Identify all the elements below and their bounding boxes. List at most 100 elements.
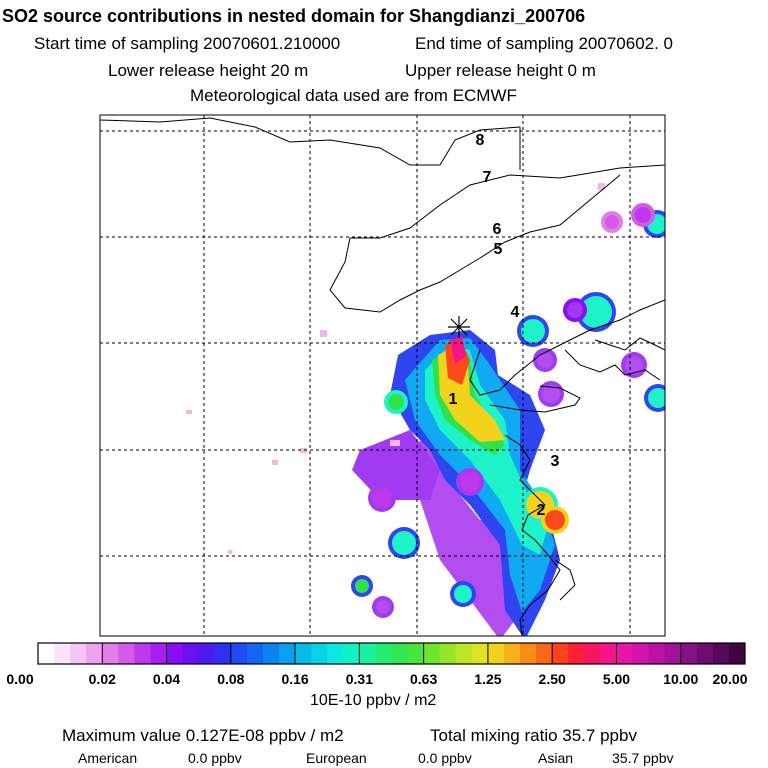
region-number-2: 2 [537, 502, 546, 519]
colorbar-tick-label-1: 0.02 [89, 671, 116, 687]
coastline-0 [100, 117, 521, 166]
spot-9-core [388, 394, 404, 410]
receptor-star-ray-3 [450, 318, 468, 336]
faint-spot-5 [228, 550, 232, 554]
colorbar-tick-label-4: 0.16 [281, 671, 308, 687]
faint-spot-3 [272, 460, 278, 465]
faint-spot-2 [186, 410, 192, 414]
spot-11-core [537, 352, 553, 368]
colorbar-swatch-3 [86, 643, 103, 664]
colorbar-swatch-38 [648, 643, 666, 664]
spot-0-core [580, 296, 612, 328]
colorbar-swatch-42 [712, 643, 730, 664]
colorbar-swatch-23 [407, 643, 425, 664]
colorbar-swatch-14 [262, 643, 280, 664]
colorbar-tick-label-5: 0.31 [346, 671, 373, 687]
colorbar-tick-label-2: 0.04 [153, 671, 180, 687]
plume-west [352, 430, 440, 500]
colorbar-swatch-8 [166, 643, 184, 664]
colorbar-swatch-17 [311, 643, 328, 664]
colorbar-tick-label-8: 2.50 [539, 671, 566, 687]
colorbar-tick-label-9: 5.00 [603, 671, 630, 687]
colorbar-swatch-36 [616, 643, 634, 664]
faint-spot-4 [300, 448, 307, 453]
colorbar-swatch-26 [455, 643, 473, 664]
colorbar-swatch-16 [295, 643, 312, 664]
colorbar-swatch-31 [536, 643, 553, 664]
spot-15-core [605, 215, 619, 229]
colorbar-tick-label-3: 0.08 [217, 671, 244, 687]
region-number-4: 4 [511, 304, 520, 321]
colorbar-swatch-20 [359, 643, 376, 664]
colorbar-tick-label-11: 20.00 [712, 671, 747, 687]
chart-title: SO2 source contributions in nested domai… [2, 6, 586, 26]
colorbar-swatch-39 [664, 643, 682, 664]
colorbar-swatch-1 [54, 643, 71, 664]
colorbar-swatch-25 [439, 643, 457, 664]
colorbar-tick-label-7: 1.25 [474, 671, 501, 687]
plume-outer [410, 430, 530, 636]
coastline-1 [329, 164, 665, 313]
colorbar-swatch-32 [552, 643, 569, 664]
region-number-1: 1 [449, 391, 458, 408]
faint-spot-6 [390, 440, 400, 446]
spot-14-core [376, 600, 390, 614]
colorbar-swatch-35 [600, 643, 617, 664]
colorbar-swatch-0 [38, 643, 55, 664]
spot-10-core [542, 385, 560, 403]
coastline-7 [594, 337, 665, 351]
maximum-value-label: Maximum value 0.127E-08 ppbv / m2 [62, 726, 344, 745]
spot-18-core [460, 472, 480, 492]
colorbar-swatch-33 [568, 643, 585, 664]
colorbar-swatch-41 [696, 643, 714, 664]
spot-7-core [355, 579, 369, 593]
region-number-5: 5 [494, 241, 503, 258]
colorbar-swatch-43 [728, 643, 746, 664]
region-number-3: 3 [551, 453, 560, 470]
spot-3-core [648, 388, 665, 408]
spot-4-core [392, 531, 416, 555]
colorbar-swatch-12 [230, 643, 248, 664]
upper-release-label: Upper release height 0 m [405, 61, 596, 80]
colorbar-swatch-27 [471, 643, 489, 664]
region-american-value: 0.0 ppbv [188, 750, 242, 766]
faint-spot-1 [598, 183, 605, 190]
colorbar-swatch-7 [150, 643, 168, 664]
region-american-label: American [78, 750, 138, 766]
colorbar-swatch-13 [246, 643, 264, 664]
colorbar-swatch-11 [214, 643, 232, 664]
spot-17-core [372, 488, 392, 508]
spot-6-core [545, 510, 565, 530]
colorbar-tick-label-10: 10.00 [663, 671, 698, 687]
colorbar-swatch-9 [182, 643, 200, 664]
colorbar-swatch-19 [343, 643, 360, 664]
colorbar-swatch-21 [375, 643, 392, 664]
coastline-5 [504, 434, 561, 636]
lower-release-label: Lower release height 20 m [108, 61, 309, 80]
colorbar-swatch-30 [520, 643, 537, 664]
faint-spot-0 [320, 330, 327, 337]
met-data-label: Meteorological data used are from ECMWF [190, 86, 517, 105]
region-number-8: 8 [476, 132, 485, 149]
plot-frame [99, 114, 666, 637]
colorbar-swatch-4 [102, 643, 119, 664]
colorbar-swatch-29 [503, 643, 521, 664]
region-european-value: 0.0 ppbv [418, 750, 472, 766]
colorbar-swatch-18 [327, 643, 344, 664]
total-mixing-ratio-label: Total mixing ratio 35.7 ppbv [430, 726, 637, 745]
colorbar-swatch-37 [632, 643, 650, 664]
colorbar-swatch-5 [118, 643, 135, 664]
colorbar-swatch-24 [423, 643, 441, 664]
spot-1-core [521, 319, 545, 343]
spot-8-core [454, 585, 472, 603]
colorbar-swatch-40 [680, 643, 698, 664]
end-time-label: End time of sampling 20070602. 0 [415, 34, 674, 53]
region-asian-value: 35.7 ppbv [612, 750, 674, 766]
colorbar-unit-label: 10E-10 ppbv / m2 [310, 692, 437, 709]
colorbar-swatch-34 [584, 643, 601, 664]
coastline-6 [554, 559, 576, 601]
spot-13-core [567, 302, 583, 318]
colorbar-tick-label-6: 0.63 [410, 671, 437, 687]
